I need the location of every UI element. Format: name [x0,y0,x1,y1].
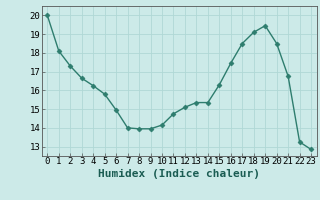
X-axis label: Humidex (Indice chaleur): Humidex (Indice chaleur) [98,169,260,179]
